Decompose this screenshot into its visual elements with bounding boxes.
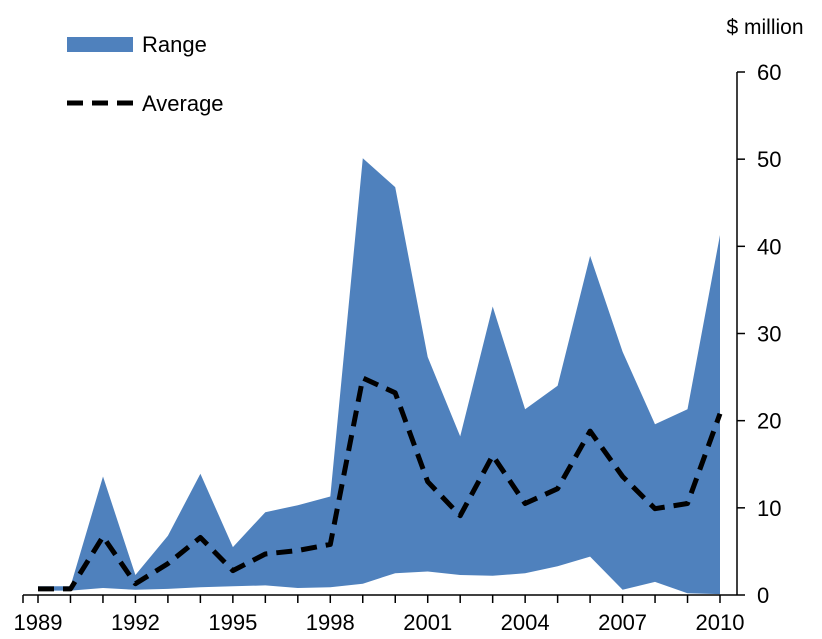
y-tick-label: 50 bbox=[757, 147, 781, 172]
x-tick-label: 1998 bbox=[306, 610, 355, 635]
axes: 1989 1992 1995 1998 2001 2004 2007 2010 0 10 20 30 4… bbox=[14, 60, 782, 635]
plot-area bbox=[38, 158, 723, 595]
y-tick-label: 30 bbox=[757, 322, 781, 347]
y-tick-label: 0 bbox=[757, 583, 769, 608]
x-tick-label: 2001 bbox=[403, 610, 452, 635]
range-band bbox=[38, 158, 720, 595]
legend-label-average: Average bbox=[142, 91, 224, 116]
average-line bbox=[38, 375, 723, 592]
y-axis-unit-label: $ million bbox=[726, 16, 803, 39]
legend-swatch-range bbox=[67, 37, 133, 52]
y-tick-label: 60 bbox=[757, 60, 781, 85]
x-tick-label: 1995 bbox=[208, 610, 257, 635]
x-tick-label: 1992 bbox=[111, 610, 160, 635]
y-tick-label: 20 bbox=[757, 409, 781, 434]
legend-label-range: Range bbox=[142, 32, 207, 57]
x-tick-label: 1989 bbox=[14, 610, 63, 635]
legend: Range Average bbox=[67, 32, 224, 116]
y-tick-label: 10 bbox=[757, 496, 781, 521]
x-tick-label: 2007 bbox=[598, 610, 647, 635]
x-tick-label: 2010 bbox=[696, 610, 745, 635]
y-tick-label: 40 bbox=[757, 234, 781, 259]
x-tick-label: 2004 bbox=[501, 610, 550, 635]
